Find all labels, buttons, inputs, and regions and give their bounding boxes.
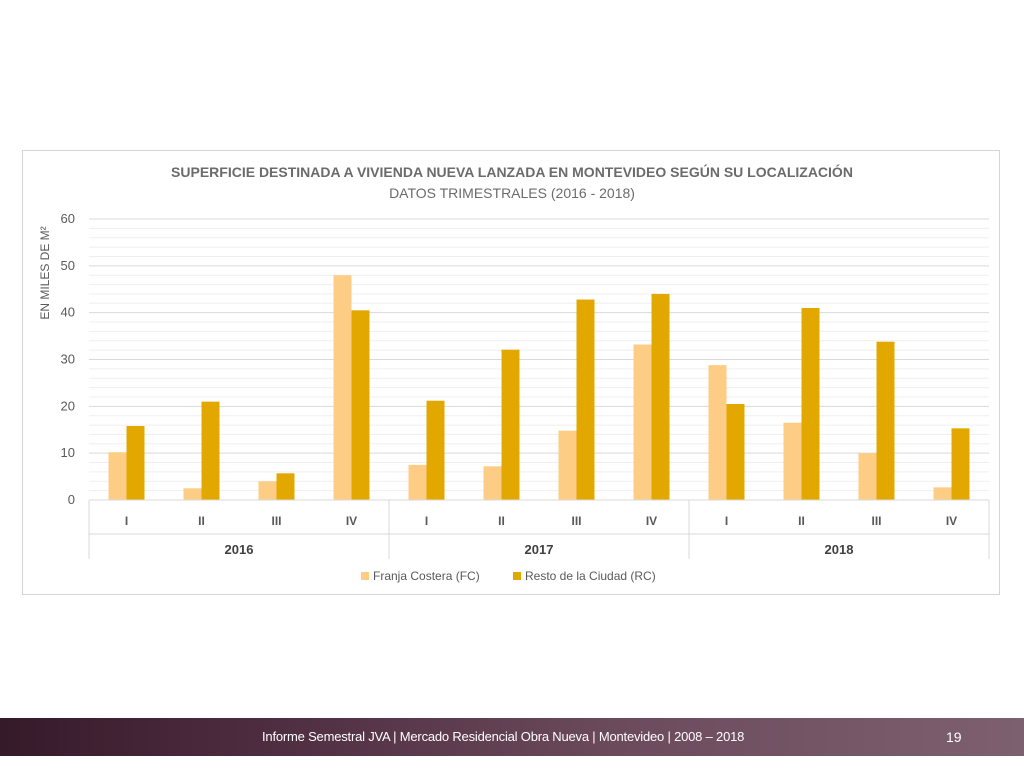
x-category-label: I (125, 514, 128, 528)
footer-text: Informe Semestral JVA | Mercado Residenc… (262, 729, 745, 744)
bar-chart: SUPERFICIE DESTINADA A VIVIENDA NUEVA LA… (38, 163, 990, 583)
y-tick-label: 20 (61, 398, 75, 413)
bar-fc (708, 365, 727, 500)
y-tick-label: 10 (61, 445, 75, 460)
x-group-label: 2016 (225, 542, 254, 557)
x-category-label: IV (646, 514, 657, 528)
x-category-label: III (871, 514, 881, 528)
y-axis-ticks: 0 10 20 30 40 50 60 (61, 211, 75, 507)
gridlines (89, 218, 989, 501)
bar-rc (501, 349, 520, 500)
bar-fc (633, 344, 652, 500)
x-category-label: IV (946, 514, 957, 528)
bar-fc (258, 481, 277, 500)
x-category-label: III (271, 514, 281, 528)
bars (108, 275, 970, 500)
bar-fc (108, 452, 127, 500)
bar-rc (951, 428, 970, 500)
legend-swatch-rc (513, 572, 521, 580)
bar-fc (483, 466, 502, 500)
legend-label-fc: Franja Costera (FC) (373, 569, 480, 583)
bar-rc (876, 341, 895, 500)
y-axis-title: EN MILES DE M² (38, 226, 52, 319)
y-tick-label: 30 (61, 352, 75, 367)
x-category-label: II (798, 514, 805, 528)
bar-rc (201, 401, 220, 500)
page-number: 19 (946, 729, 962, 745)
y-tick-label: 0 (68, 492, 75, 507)
legend: Franja Costera (FC) Resto de la Ciudad (R… (361, 569, 656, 583)
x-category-label: I (725, 514, 728, 528)
y-tick-label: 50 (61, 258, 75, 273)
legend-swatch-fc (361, 572, 369, 580)
y-tick-label: 40 (61, 305, 75, 320)
x-category-label: II (198, 514, 205, 528)
x-group-label: 2018 (825, 542, 854, 557)
x-category-label: III (571, 514, 581, 528)
x-group-label: 2017 (525, 542, 554, 557)
bar-rc (276, 473, 295, 500)
bar-rc (726, 403, 745, 500)
footer-bar: Informe Semestral JVA | Mercado Residenc… (0, 718, 1024, 756)
y-tick-label: 60 (61, 211, 75, 226)
bar-fc (858, 453, 877, 500)
bar-rc (351, 310, 370, 500)
bar-fc (183, 488, 202, 500)
bar-fc (933, 487, 952, 500)
x-category-label: I (425, 514, 428, 528)
bar-rc (426, 400, 445, 500)
bar-rc (651, 293, 670, 500)
bar-fc (558, 430, 577, 500)
bar-fc (333, 275, 352, 500)
bar-rc (126, 426, 145, 500)
chart-title: SUPERFICIE DESTINADA A VIVIENDA NUEVA LA… (171, 163, 853, 180)
x-category-label: IV (346, 514, 357, 528)
chart-subtitle: DATOS TRIMESTRALES (2016 - 2018) (389, 185, 635, 201)
bar-rc (801, 307, 820, 500)
bar-rc (576, 299, 595, 500)
legend-label-rc: Resto de la Ciudad (RC) (525, 569, 656, 583)
chart-container: SUPERFICIE DESTINADA A VIVIENDA NUEVA LA… (22, 150, 1000, 595)
x-category-label: II (498, 514, 505, 528)
bar-fc (408, 464, 427, 500)
bar-fc (783, 422, 802, 500)
